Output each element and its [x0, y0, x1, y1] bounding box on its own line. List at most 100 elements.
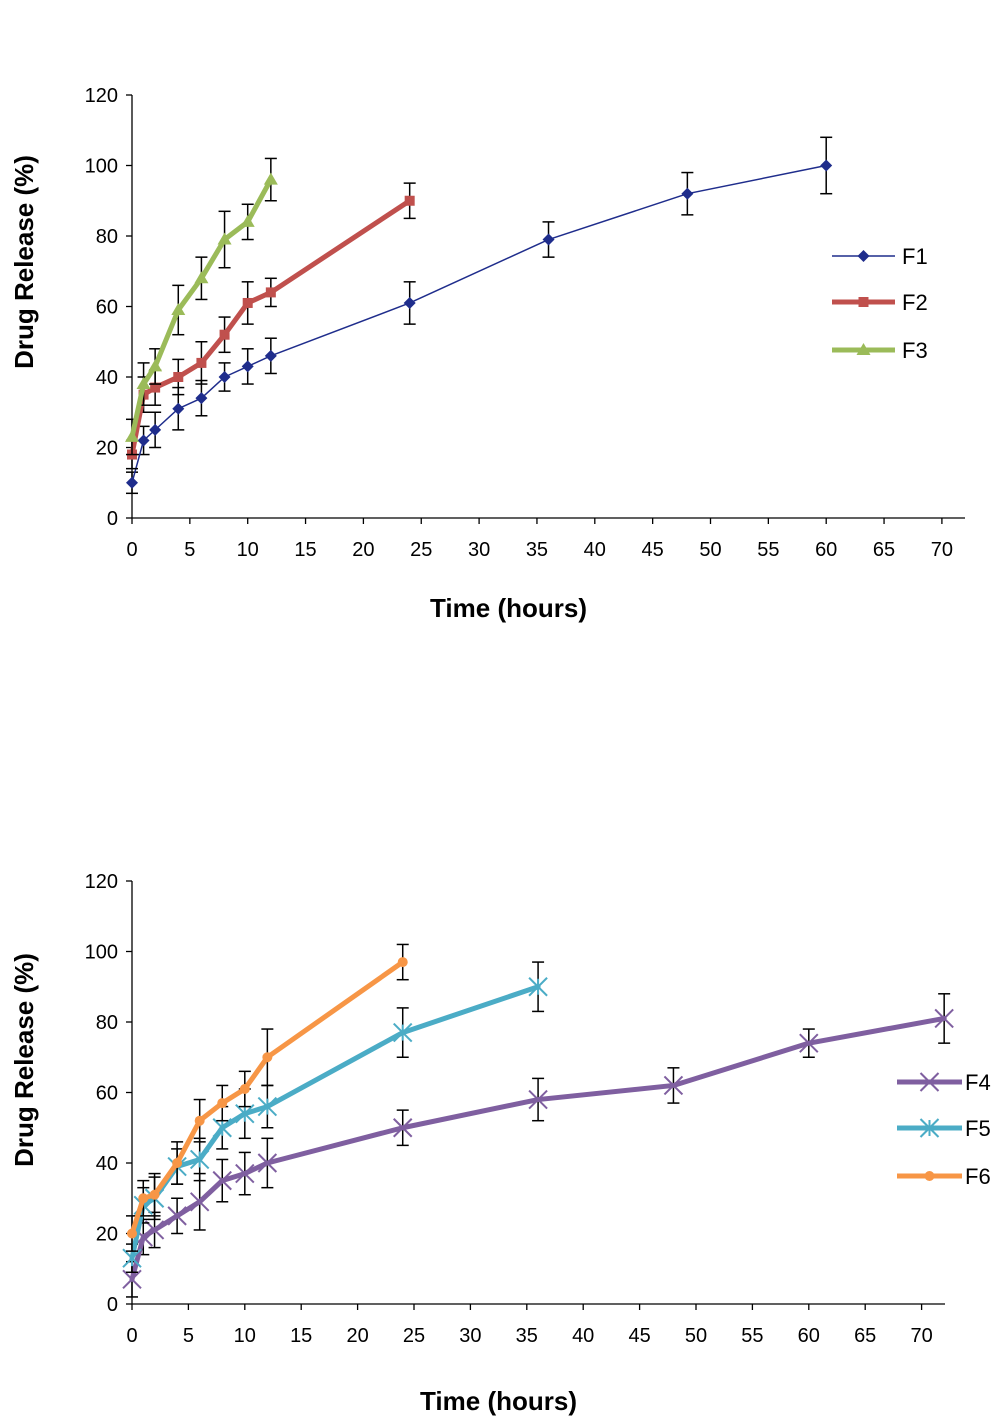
data-point [172, 1158, 183, 1168]
legend-label: F5 [965, 1116, 991, 1141]
data-point [217, 1098, 228, 1109]
data-point [799, 1033, 819, 1053]
x-tick-label: 5 [184, 539, 195, 561]
x-tick-label: 30 [459, 1325, 481, 1347]
y-tick-label: 120 [85, 85, 118, 107]
y-axis-title: Drug Release (%) [9, 155, 39, 369]
data-point [136, 377, 151, 390]
x-tick-label: 25 [403, 1325, 425, 1347]
x-tick-label: 50 [699, 539, 721, 561]
x-tick-label: 15 [290, 1325, 312, 1347]
data-point [149, 423, 162, 436]
x-tick-label: 65 [873, 539, 895, 561]
y-tick-label: 80 [96, 226, 118, 248]
legend-label: F2 [902, 290, 928, 315]
x-tick-label: 40 [572, 1325, 594, 1347]
x-tick-label: 45 [628, 1325, 650, 1347]
x-tick-label: 40 [584, 539, 606, 561]
data-point [242, 297, 253, 308]
legend-marker [857, 250, 870, 262]
data-point [212, 1170, 232, 1191]
legend-marker [924, 1171, 935, 1181]
data-point [257, 1096, 278, 1117]
x-tick-label: 35 [516, 1325, 538, 1347]
data-point [122, 1269, 142, 1290]
data-point [194, 271, 209, 284]
data-point [820, 159, 833, 172]
x-tick-label: 0 [126, 539, 137, 561]
y-tick-label: 20 [96, 1224, 118, 1246]
data-point [217, 232, 232, 245]
data-point [235, 1163, 255, 1184]
y-tick-label: 0 [107, 1294, 118, 1316]
data-point [189, 1149, 210, 1170]
y-tick-label: 20 [96, 438, 118, 460]
x-tick-label: 20 [352, 539, 374, 561]
x-tick-label: 45 [642, 539, 664, 561]
legend-item-F5: F5 [897, 1116, 991, 1141]
x-tick-label: 0 [126, 1325, 137, 1347]
data-point [264, 349, 277, 362]
data-point [241, 360, 254, 373]
data-point [239, 1083, 250, 1094]
data-point [663, 1075, 684, 1096]
data-point [528, 1089, 548, 1110]
x-tick-label: 70 [931, 539, 953, 561]
data-point [148, 359, 163, 372]
x-tick-label: 10 [234, 1325, 256, 1347]
chart-1: 0 20 40 60 80 100 120 0 5 10 15 20 25 30 35 40 45 50 55 60 6… [9, 85, 965, 623]
x-tick-label: 50 [685, 1325, 707, 1347]
x-tick-label: 55 [741, 1325, 763, 1347]
legend-marker [858, 297, 869, 307]
legend-item-F3: F3 [832, 338, 928, 363]
legend-label: F4 [965, 1070, 991, 1095]
legend-item-F4: F4 [897, 1070, 991, 1095]
data-point [265, 287, 276, 298]
legend-marker [856, 343, 871, 355]
x-tick-label: 55 [757, 539, 779, 561]
x-tick-label: 60 [798, 1325, 820, 1347]
data-point [263, 172, 278, 185]
data-point [393, 1118, 413, 1138]
data-point [235, 1103, 255, 1124]
data-point [681, 187, 694, 200]
data-point [173, 372, 184, 382]
data-point [167, 1206, 187, 1226]
x-tick-label: 15 [294, 539, 316, 561]
x-tick-label: 35 [526, 539, 548, 561]
data-point [144, 1220, 165, 1240]
data-point [194, 1115, 205, 1126]
data-point [403, 296, 416, 309]
x-tick-label: 60 [815, 539, 837, 561]
y-tick-label: 40 [96, 367, 118, 389]
x-tick-label: 30 [468, 539, 490, 561]
series-line-F1 [131, 164, 827, 484]
data-point [934, 1008, 954, 1029]
y-tick-label: 100 [85, 942, 118, 964]
series-F6 [126, 943, 409, 1252]
data-point [397, 957, 408, 968]
legend-item-F1: F1 [832, 244, 928, 269]
data-point [257, 1153, 278, 1173]
data-point [172, 402, 185, 415]
data-point [171, 303, 186, 316]
legend-marker [919, 1118, 940, 1138]
data-point [127, 1228, 137, 1239]
data-point [262, 1052, 273, 1063]
data-point [195, 392, 208, 405]
x-axis-title: Time (hours) [430, 593, 587, 623]
data-point [404, 195, 415, 206]
series-line-F5 [129, 984, 541, 1261]
x-tick-label: 20 [346, 1325, 368, 1347]
data-point [122, 1248, 142, 1268]
data-point [150, 382, 161, 393]
data-point [138, 1193, 149, 1204]
y-tick-label: 60 [96, 297, 118, 319]
series-F3 [125, 157, 278, 456]
series-F4 [122, 993, 954, 1298]
y-tick-label: 60 [96, 1083, 118, 1105]
data-point [149, 1189, 160, 1200]
chart-2: 0 20 40 60 80 100 120 0 5 10 15 20 25 30 35 40 45 50 55 60 6… [9, 871, 991, 1416]
legend-label: F6 [965, 1164, 991, 1189]
